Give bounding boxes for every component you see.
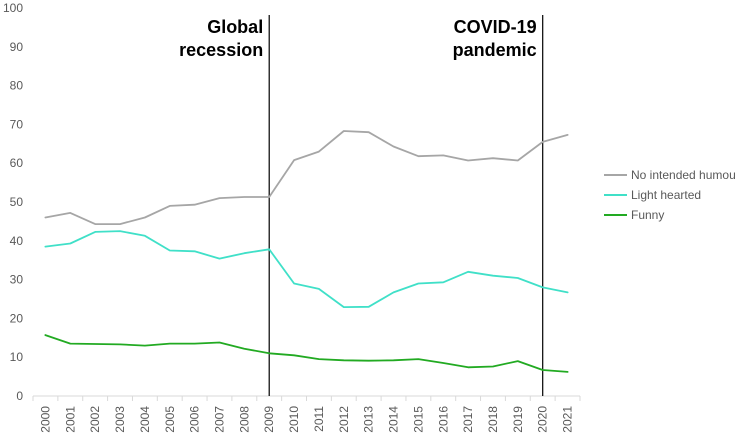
- x-tick-label: 2013: [362, 406, 376, 433]
- y-tick-label: 0: [16, 389, 23, 403]
- x-tick-label: 2009: [262, 406, 276, 433]
- x-tick-label: 2002: [88, 406, 102, 433]
- x-tick-label: 2012: [337, 406, 351, 433]
- legend-label: No intended humour: [631, 168, 736, 182]
- y-axis: 0 10 20 30 40 50 60 70 80 90 100: [3, 1, 23, 403]
- y-tick-label: 50: [10, 195, 24, 209]
- x-tick-label: 2006: [188, 406, 202, 433]
- legend-label: Funny: [631, 208, 664, 222]
- y-tick-label: 80: [10, 79, 24, 93]
- x-tick-label: 2001: [63, 406, 77, 433]
- x-tick-label: 2020: [536, 406, 550, 433]
- x-tick-label: 2021: [561, 406, 575, 433]
- x-tick-label: 2011: [312, 406, 326, 432]
- y-tick-label: 90: [10, 40, 24, 54]
- event-label: COVID-19: [454, 17, 537, 37]
- series-line: [44, 130, 569, 226]
- x-tick-label: 2000: [38, 406, 52, 433]
- x-tick-label: 2007: [212, 406, 226, 433]
- series-lines: [44, 130, 569, 373]
- x-tick-label: 2004: [138, 406, 152, 433]
- x-tick-label: 2016: [436, 406, 450, 433]
- legend-label: Light hearted: [631, 188, 701, 202]
- y-tick-label: 20: [10, 311, 24, 325]
- x-tick-label: 2003: [113, 406, 127, 433]
- x-tick-label: 2014: [387, 406, 401, 433]
- x-axis: 2000 2001 2002 2003 2004 2005 2006 2007 2008 2009…: [32, 395, 581, 433]
- annotations: Global recession COVID-19 pandemic: [179, 15, 544, 396]
- y-tick-label: 30: [10, 273, 24, 287]
- x-tick-label: 2008: [237, 406, 251, 433]
- x-tick-label: 2005: [163, 406, 177, 433]
- event-label: recession: [179, 40, 263, 60]
- event-label: Global: [207, 17, 263, 37]
- y-tick-label: 10: [10, 350, 24, 364]
- x-tick-label: 2010: [287, 406, 301, 433]
- event-label: pandemic: [453, 40, 537, 60]
- x-tick-label: 2015: [411, 406, 425, 433]
- x-tick-label: 2018: [486, 406, 500, 433]
- series-line: [44, 334, 569, 373]
- y-tick-label: 60: [10, 156, 24, 170]
- legend: No intended humour Light hearted Funny: [604, 168, 736, 222]
- y-tick-label: 100: [3, 1, 23, 15]
- y-tick-label: 70: [10, 117, 24, 131]
- x-tick-label: 2019: [511, 406, 525, 433]
- y-tick-label: 40: [10, 234, 24, 248]
- series-line: [44, 230, 569, 309]
- x-tick-label: 2017: [461, 406, 475, 433]
